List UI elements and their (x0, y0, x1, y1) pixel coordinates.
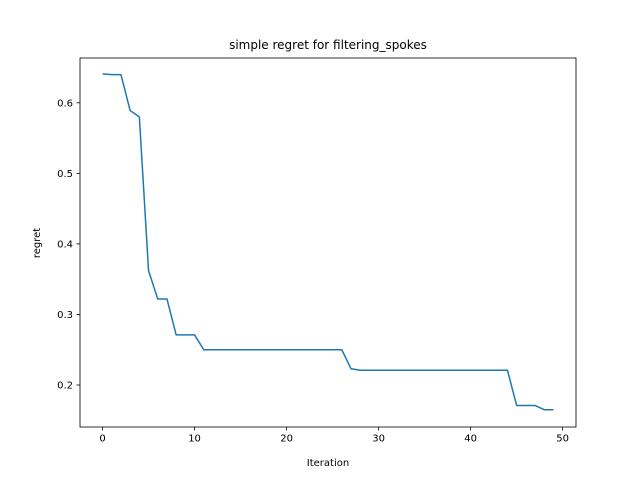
series-line-0 (102, 73, 554, 411)
x-tick-label: 0 (99, 434, 105, 445)
y-tick-label: 0.3 (57, 310, 73, 321)
y-tick-label: 0.5 (57, 169, 73, 180)
x-tick-label: 30 (372, 434, 385, 445)
x-tick-label: 20 (280, 434, 293, 445)
plot-area (102, 73, 554, 411)
x-axis-label: Iteration (307, 458, 349, 469)
y-tick-label: 0.6 (57, 98, 73, 109)
y-axis-ticks: 0.2 0.3 0.4 0.5 0.6 (57, 98, 80, 392)
x-tick-label: 10 (188, 434, 201, 445)
x-tick-label: 50 (556, 434, 569, 445)
chart-title: simple regret for filtering_spokes (229, 38, 427, 52)
y-axis-label: regret (32, 228, 43, 258)
x-axis-ticks: 0 10 20 30 40 50 (99, 427, 569, 445)
axes-frame (79, 57, 577, 428)
y-tick-label: 0.4 (57, 239, 73, 250)
y-tick-label: 0.2 (57, 381, 73, 392)
x-tick-label: 40 (464, 434, 477, 445)
